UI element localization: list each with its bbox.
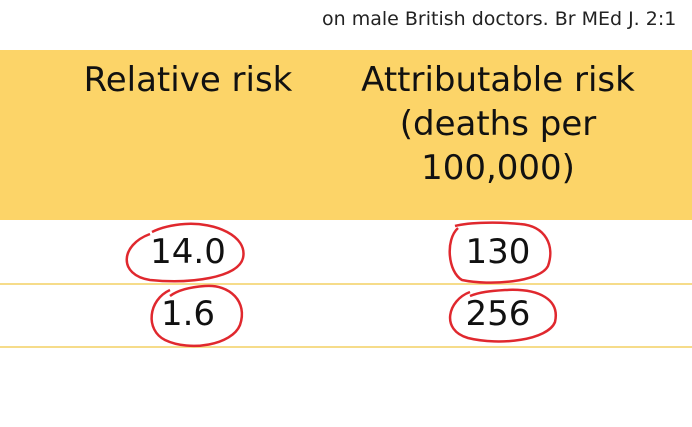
table-header	[0, 50, 692, 220]
red-circles	[125, 221, 557, 348]
header-line: (deaths per	[399, 104, 597, 144]
circle	[448, 221, 552, 284]
header-cell: Attributable risk (deaths per 100,000)	[340, 58, 656, 190]
cell: 1.6	[160, 294, 216, 334]
header-cell: Relative risk	[78, 58, 298, 102]
cell: 130	[465, 232, 531, 272]
row-rule	[0, 346, 692, 348]
citation: on male British doctors. Br MEd J. 2:1	[322, 8, 677, 30]
header-line: Attributable risk	[361, 60, 635, 100]
circle	[125, 222, 245, 283]
row-rule	[0, 283, 692, 285]
circle	[449, 288, 557, 343]
cell: 14.0	[150, 232, 226, 272]
cell: 256	[465, 294, 531, 334]
header-line: 100,000)	[421, 148, 575, 188]
circle	[150, 284, 243, 348]
header-line: Relative risk	[83, 60, 293, 100]
